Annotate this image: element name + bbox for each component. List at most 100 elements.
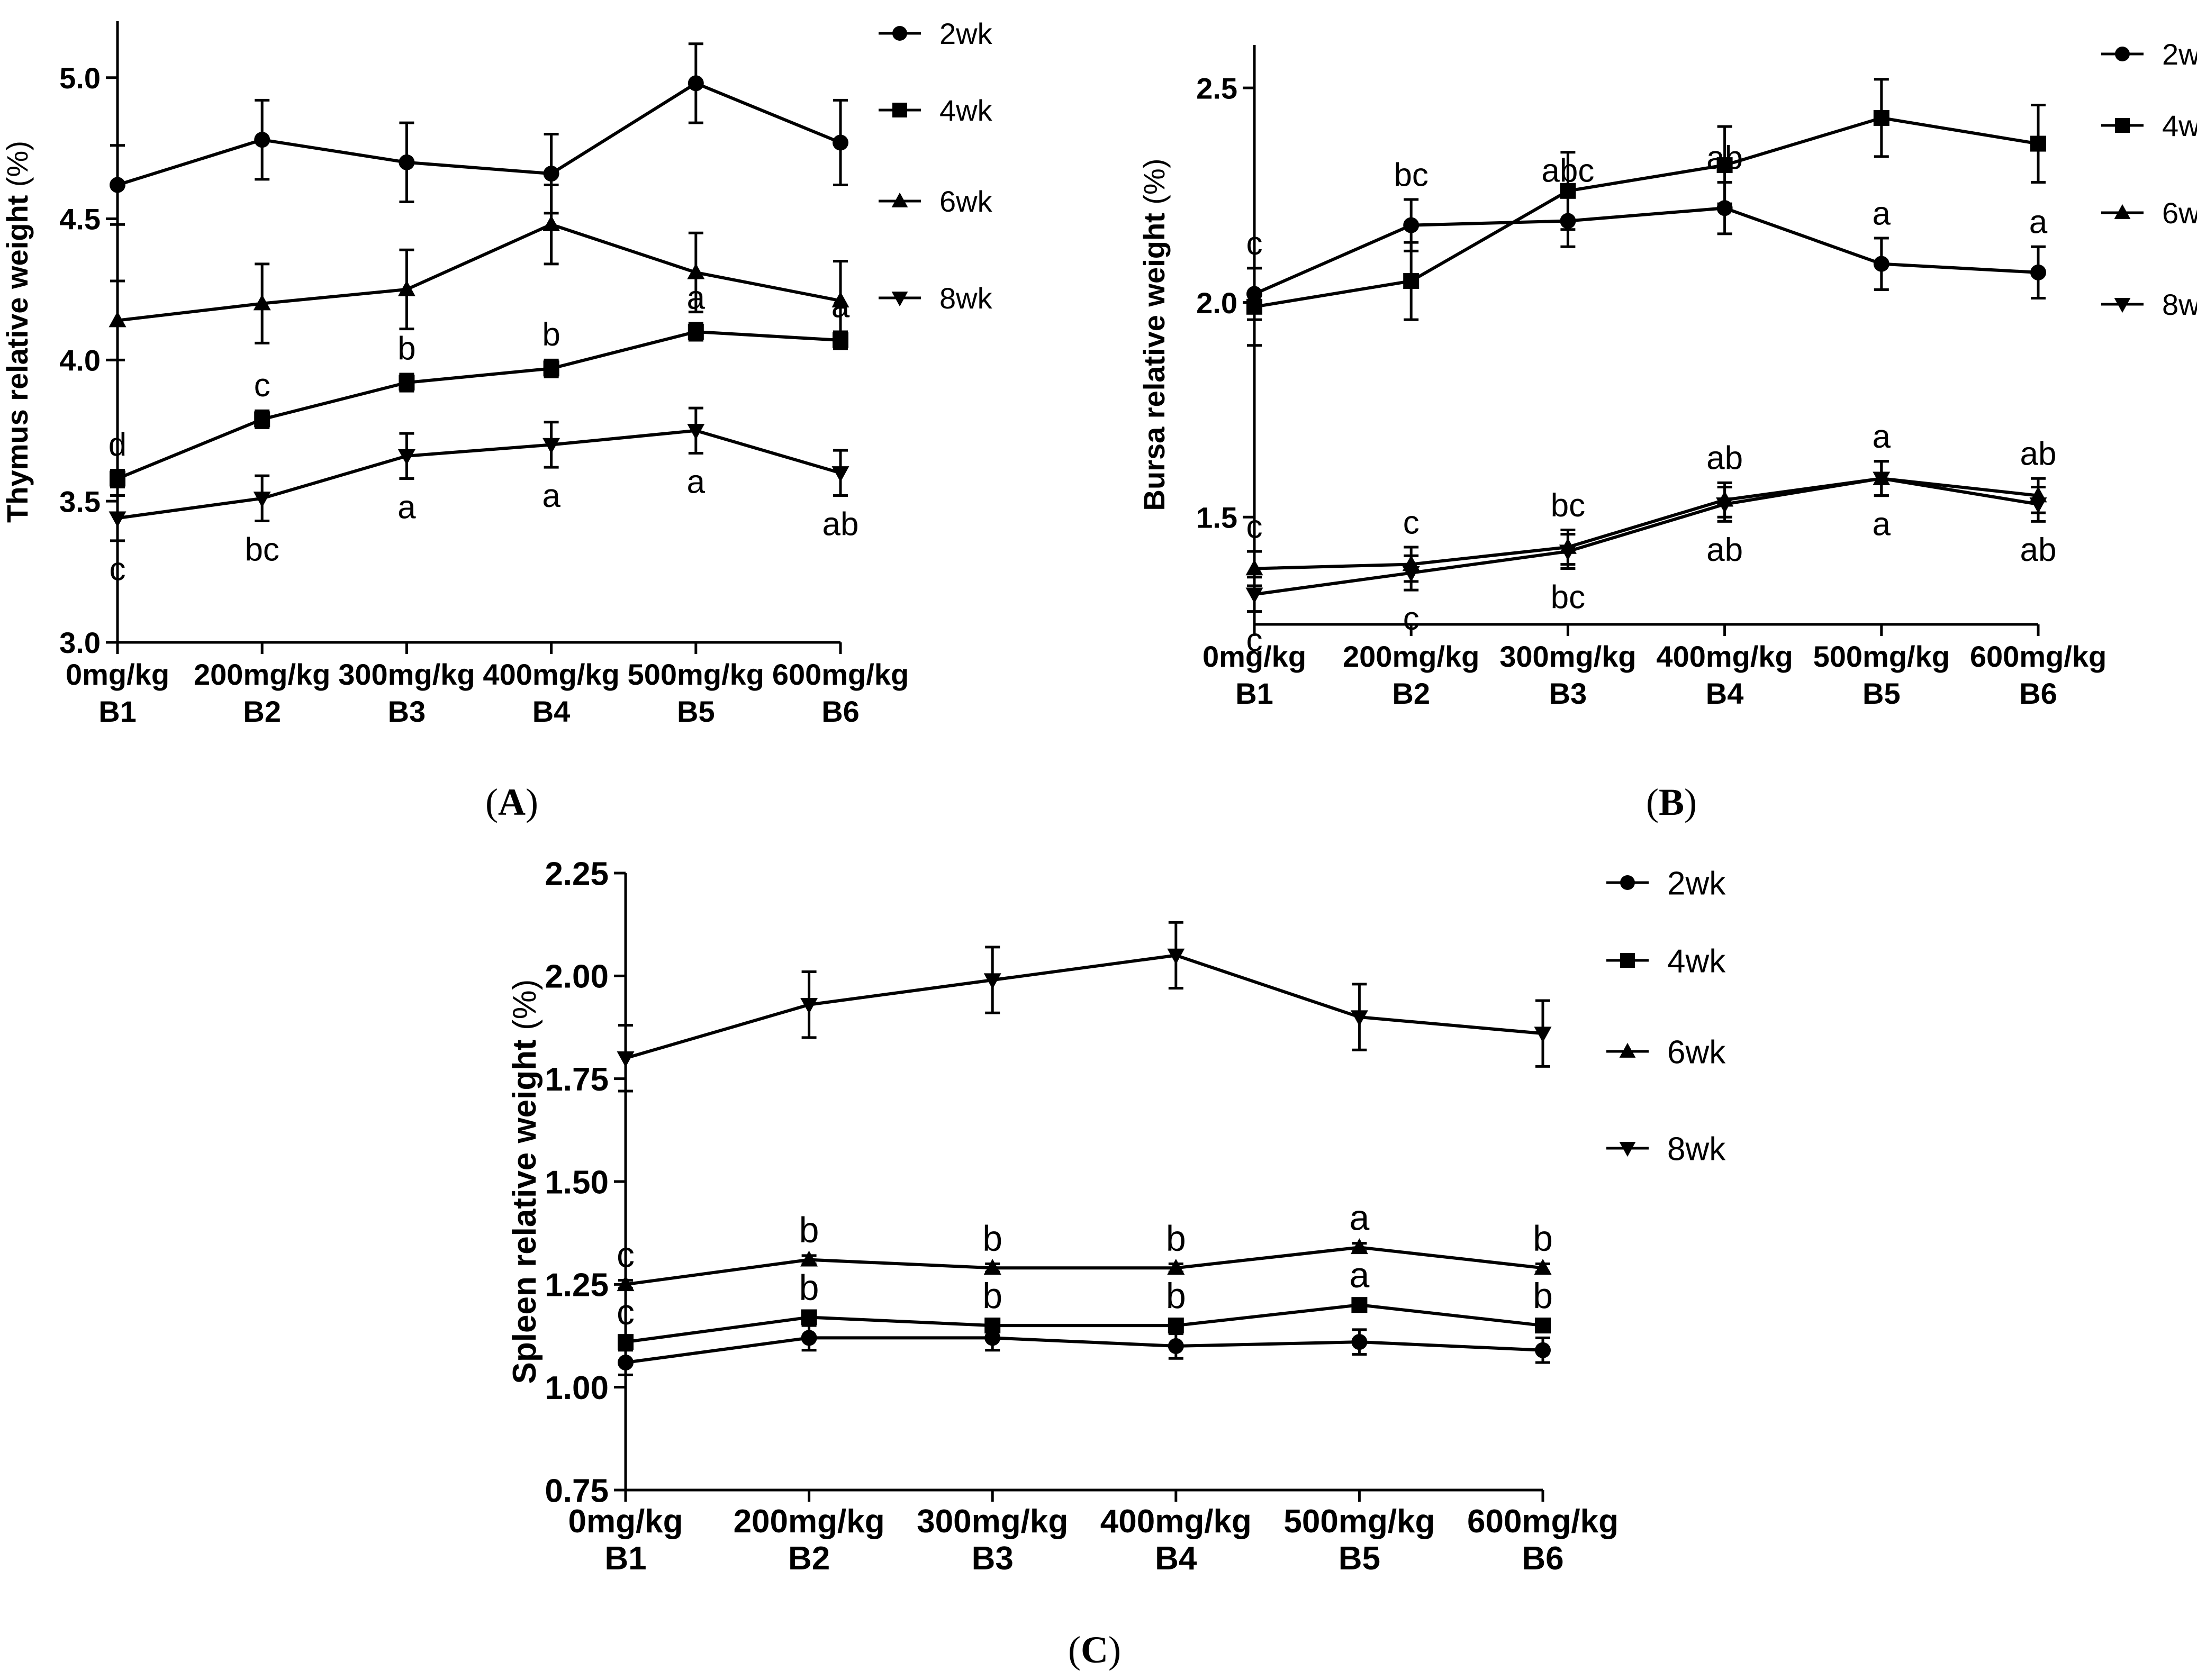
data-point (1402, 566, 1420, 582)
data-point (1168, 1338, 1184, 1354)
data-point (688, 75, 704, 92)
y-axis-title: Spleen relative weight (%) (507, 979, 543, 1384)
legend-marker (1619, 1042, 1636, 1058)
series-8wk-line (1254, 477, 2039, 596)
data-point (1351, 1297, 1368, 1313)
series-6wk: c c bc ab a ab (1245, 419, 2056, 587)
legend-label: 8wk (1667, 1131, 1726, 1167)
series-8wk (617, 921, 1552, 1093)
series-6wk-line (625, 1246, 1543, 1286)
x-tick-label-dose: 400mg/kg (1100, 1503, 1252, 1540)
y-tick-label: 1.75 (545, 1061, 609, 1098)
x-tick-label-group: B1 (1235, 677, 1273, 710)
x-tick-label-dose: 300mg/kg (917, 1503, 1068, 1540)
x-tick-label-group: B2 (788, 1540, 830, 1577)
significance-label: a (1873, 506, 1891, 542)
series-6wk (109, 184, 849, 361)
x-tick-label-group: B6 (1522, 1540, 1563, 1577)
data-point (1246, 298, 1262, 315)
legend-item: 8wk (879, 281, 993, 315)
significance-label: a (397, 489, 416, 525)
data-point (109, 511, 126, 528)
series-8wk-line (625, 953, 1543, 1060)
data-point (831, 466, 849, 483)
series-8wk-line (117, 429, 841, 520)
legend-marker (892, 103, 907, 117)
data-point (1350, 1010, 1368, 1027)
significance-label: bc (1551, 579, 1585, 615)
caption-paren-open: ( (1646, 781, 1659, 823)
x-tick-label-group: B5 (1863, 677, 1901, 710)
series-4wk-line (1254, 116, 2039, 308)
x-tick-label-dose: 500mg/kg (628, 658, 764, 691)
data-point (618, 1355, 634, 1371)
legend-label: 8wk (2162, 288, 2197, 321)
caption-paren-close: ) (1108, 1629, 1121, 1671)
data-point (984, 1318, 1001, 1334)
caption-letter: A (498, 781, 526, 823)
x-tick-label-group: B3 (972, 1540, 1014, 1577)
y-tick-label: 1.00 (545, 1370, 609, 1406)
data-point (983, 973, 1001, 989)
legend-item: 2wk (879, 17, 993, 50)
x-tick-label-dose: 200mg/kg (734, 1503, 885, 1540)
legend-item: 2wk (1606, 865, 1726, 902)
series-2wk-line (117, 81, 842, 187)
data-point (543, 360, 559, 377)
y-axis-title-text: Spleen relative weight (507, 1030, 543, 1384)
series-4wk-line (116, 330, 841, 480)
data-point (984, 1330, 1001, 1346)
series-4wk-line (625, 1303, 1543, 1344)
data-point (1716, 497, 1734, 514)
x-tick-label-group: B1 (98, 695, 137, 728)
series-4wk: dcbbaa (109, 279, 850, 488)
legend-item: 6wk (879, 185, 993, 218)
data-point (253, 492, 271, 508)
legend-marker (1620, 953, 1635, 968)
significance-label: b (799, 1268, 819, 1308)
data-point (983, 1258, 1001, 1275)
significance-label: a (1873, 195, 1891, 232)
x-tick-label-group: B5 (677, 695, 715, 728)
legend-marker (2115, 118, 2130, 133)
legend: 2wk 4wk 6wk 8wk (2101, 38, 2197, 321)
panel-caption: (C) (1068, 1629, 1121, 1671)
legend: 2wk 4wk 6wk 8wk (1606, 865, 1726, 1167)
y-axis-title-text: Bursa relative weight (1137, 205, 1171, 511)
data-point (1534, 1258, 1552, 1275)
significance-label: a (687, 464, 706, 500)
significance-label: a (542, 478, 560, 514)
data-point (253, 294, 271, 311)
series-8wk: c bc a a a ab (109, 406, 858, 588)
x-tick-label-dose: 600mg/kg (1970, 640, 2106, 673)
significance-label: ab (1706, 440, 1743, 477)
x-tick-label-dose: 400mg/kg (1656, 640, 1793, 673)
y-tick-label: 2.25 (545, 856, 609, 892)
series-6wk-line (117, 223, 841, 322)
significance-label: ab (1706, 532, 1743, 568)
series-2wk (110, 42, 848, 226)
x-tick-label-group: B4 (532, 695, 571, 728)
panel-caption: (A) (485, 781, 538, 823)
data-point (543, 215, 560, 231)
legend-item: 2wk (2101, 38, 2197, 71)
data-point (1167, 1258, 1185, 1275)
caption-letter: C (1081, 1629, 1108, 1671)
legend-label: 2wk (2162, 38, 2197, 71)
significance-label: c (1246, 225, 1263, 262)
significance-label: a (2029, 204, 2048, 241)
y-tick-label: 3.0 (59, 626, 101, 659)
y-tick-label: 1.25 (545, 1267, 609, 1304)
significance-label: b (397, 330, 415, 367)
significance-label: c (1403, 601, 1420, 637)
significance-label: c (254, 367, 270, 404)
x-tick-label-dose: 300mg/kg (338, 658, 475, 691)
y-tick-label: 3.5 (59, 485, 101, 518)
series-6wk: c b b b a b (617, 1197, 1553, 1292)
significance-label: b (799, 1210, 819, 1250)
significance-label: c (1246, 622, 1263, 658)
significance-label: bc (1394, 157, 1428, 193)
data-point (399, 375, 415, 391)
